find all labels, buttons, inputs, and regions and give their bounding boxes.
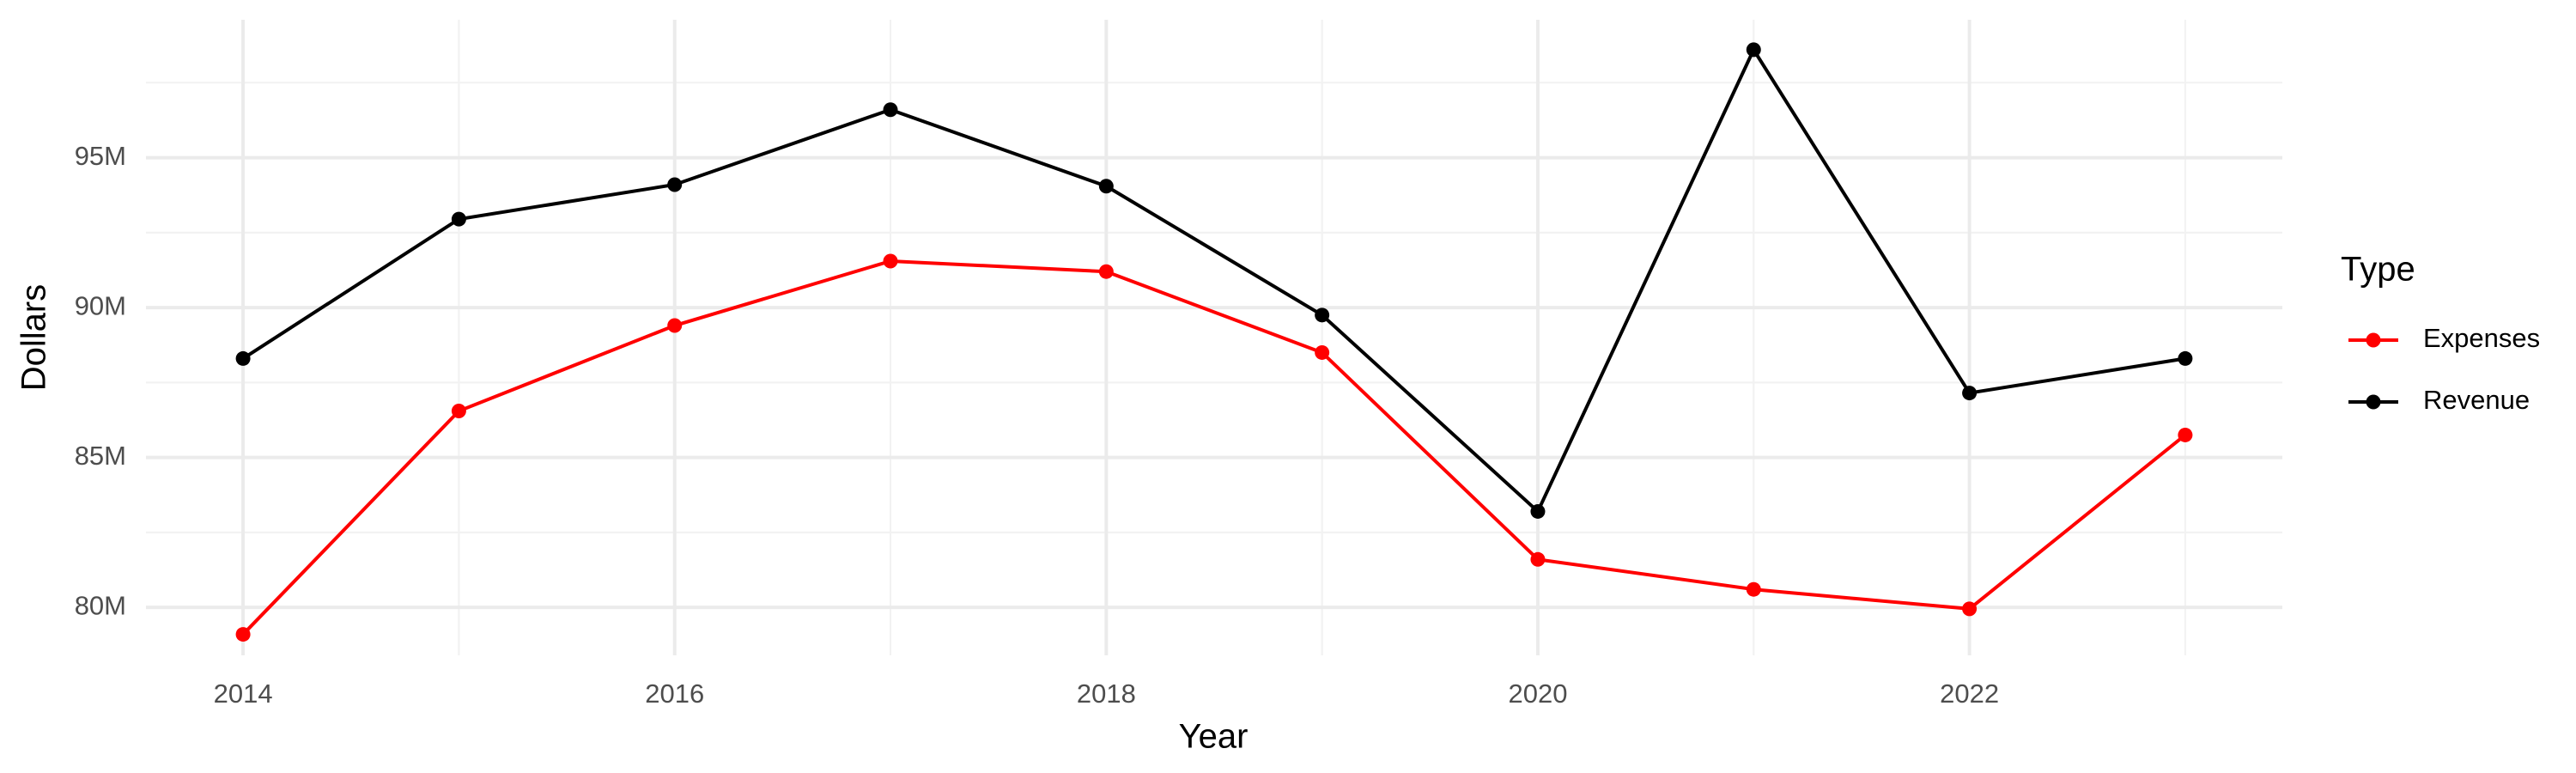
x-axis-title: Year — [1179, 718, 1249, 756]
legend-label: Expenses — [2423, 323, 2540, 353]
x-tick-label: 2022 — [1940, 679, 1999, 709]
data-point — [667, 177, 683, 192]
data-point — [883, 253, 898, 269]
series-line — [241, 259, 2187, 636]
data-point — [1530, 551, 1546, 567]
x-tick-label: 2020 — [1508, 679, 1567, 709]
data-point — [1098, 264, 1114, 279]
y-tick-label: 90M — [75, 290, 126, 320]
data-point — [667, 318, 683, 333]
data-point — [235, 627, 251, 642]
y-tick-label: 80M — [75, 590, 126, 620]
legend-title: Type — [2341, 251, 2415, 289]
grid — [146, 20, 2282, 655]
data-point — [1746, 581, 1761, 597]
legend-key-point — [2366, 394, 2381, 410]
data-point — [1315, 307, 1330, 323]
data-point — [883, 102, 898, 118]
series-line — [242, 46, 2186, 514]
data-point — [451, 211, 466, 227]
data-point — [1962, 601, 1978, 617]
x-tick-label: 2018 — [1077, 679, 1136, 709]
legend-label: Revenue — [2423, 385, 2530, 415]
data-point — [1746, 42, 1761, 58]
data-point — [1530, 503, 1546, 519]
data-point — [2178, 427, 2193, 442]
data-point — [1315, 344, 1330, 360]
data-point — [451, 404, 466, 419]
y-tick-label: 85M — [75, 441, 126, 471]
data-point — [1962, 386, 1978, 401]
x-tick-label: 2016 — [645, 679, 704, 709]
data-point — [235, 350, 251, 366]
data-point — [1098, 179, 1114, 194]
x-tick-label: 2014 — [214, 679, 273, 709]
data-point — [2178, 350, 2193, 366]
legend-key-point — [2366, 332, 2381, 348]
y-axis-title: Dollars — [15, 284, 53, 391]
y-tick-label: 95M — [75, 141, 126, 171]
